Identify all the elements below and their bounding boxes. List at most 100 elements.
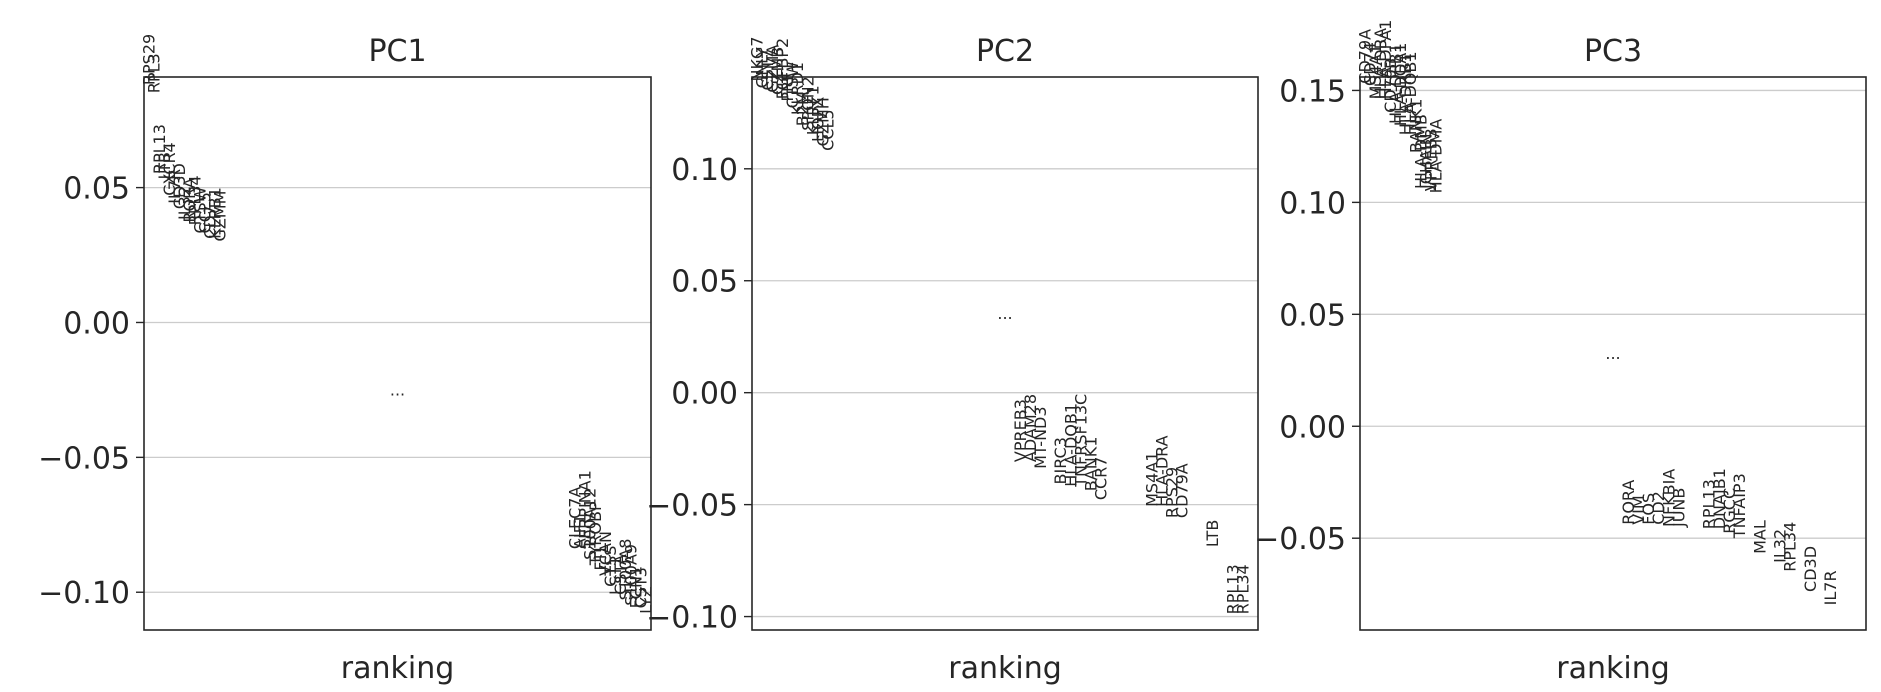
pc3-gene-label: HLA-DMA xyxy=(1427,119,1446,194)
pc3-y-tick-label: −0.05 xyxy=(1254,522,1346,557)
pc2-gene-label: KLRF1 xyxy=(803,85,822,135)
pc2-gene-label: RPS29 xyxy=(1163,467,1182,518)
pc3-gene-label: HLA-DPB1 xyxy=(1386,43,1405,124)
pc3-gene-label: NFKBIA xyxy=(1659,469,1678,527)
pc1-gene-label: FTL xyxy=(591,543,610,571)
pc2-gene-label: PRF1 xyxy=(778,61,797,101)
pc2-gene-label: RPL13 xyxy=(1223,564,1242,614)
pc2-gene-label: GNLY xyxy=(753,47,772,88)
pc2-gene-label: CST7 xyxy=(758,49,777,90)
pc3-gene-label: MS4A1 xyxy=(1366,44,1385,99)
pc3-gene-label: IL32 xyxy=(1771,529,1790,563)
pc3-gene-label: TNFAIP3 xyxy=(1730,473,1749,539)
pc3-plot-frame xyxy=(1359,76,1867,631)
pc1-gene-label: S100A12 xyxy=(581,488,600,560)
pc1-gene-label: AIF1 xyxy=(571,514,590,549)
pc1-gene-label: LST1 xyxy=(606,556,625,595)
pc1-gene-label: CD3D xyxy=(170,163,189,209)
pc2-gene-label: CCR7 xyxy=(1092,457,1111,501)
pc1-gene-label: KLRB1 xyxy=(206,187,225,239)
pc2-gene-label: HLA-DQB1 xyxy=(1061,403,1080,487)
pc2-gene-label: TNFRSF13C xyxy=(1072,394,1091,488)
pc2-gene-label: FGFBP2 xyxy=(773,38,792,100)
pc2-gene-label: ADAM28 xyxy=(1021,394,1040,462)
pc2-y-tick-label: 0.00 xyxy=(671,377,738,412)
pc2-y-tick-label: −0.05 xyxy=(646,489,738,524)
pc3-gene-label: CD2 xyxy=(1649,491,1668,525)
pc3-gene-label: HLA-DRA xyxy=(1371,28,1390,99)
pc1-gene-label: CSTA xyxy=(611,554,630,595)
pc2-y-tick-label: −0.10 xyxy=(646,601,738,636)
pc3-gene-label: CD3D xyxy=(1801,546,1820,592)
pc1-gene-label: CST3 xyxy=(631,567,650,608)
pc2-gene-label: CTSW xyxy=(783,61,802,108)
pc3-gene-label: RPL34 xyxy=(1781,522,1800,572)
pc3-gene-label: HLA-DQA1 xyxy=(1391,43,1410,127)
pc1-gene-label: RORA xyxy=(180,177,199,222)
pc3-ellipsis: ... xyxy=(1605,344,1620,363)
pc1-gene-label: LTB xyxy=(155,152,174,179)
pc2-gene-label: KLRD1 xyxy=(788,62,807,115)
pc3-gene-label: BANK1 xyxy=(1406,99,1425,154)
pc3-gene-label: RGCC xyxy=(1720,488,1739,534)
pc2-gene-label: HLA-DRA xyxy=(1152,435,1171,506)
pc2-y-tick-label: 0.10 xyxy=(671,153,738,188)
pc1-gene-label: CCL5 xyxy=(195,192,214,233)
pc1-y-tick-label: −0.10 xyxy=(38,576,130,611)
pc2-gene-label: B2M xyxy=(793,91,812,126)
pc3-x-axis-label: ranking xyxy=(1556,651,1670,686)
pc1-gene-label: CTSW xyxy=(190,186,209,233)
pc2-gene-label: GZMA xyxy=(763,45,782,93)
pc1-gene-label: CLEC7A xyxy=(566,487,585,550)
pc1-gene-label: CTSS xyxy=(601,546,620,587)
pc3-gene-label: HLA-DRB1 xyxy=(1396,53,1415,135)
pc3-gene-label: RPL13 xyxy=(1700,479,1719,529)
pc3-gene-label: CD79A xyxy=(1356,29,1375,84)
pc3-y-tick-label: 0.15 xyxy=(1279,74,1346,109)
pc1-gene-label: LYZ xyxy=(637,586,656,614)
pc3-gene-label: IL7R xyxy=(1821,570,1840,605)
pc3-gene-label: HLA-DPA1 xyxy=(1376,20,1395,100)
pc1-gene-label: RPL13 xyxy=(150,124,169,174)
pc2-title: PC2 xyxy=(976,34,1034,69)
pc3-gene-label: CD79B xyxy=(1381,58,1400,113)
pc2-gene-label: MS4A1 xyxy=(1142,452,1161,507)
pc2-gene-label: RPL34 xyxy=(1233,564,1252,614)
pc1-gene-label: IL32 xyxy=(175,186,194,220)
pc1-title: PC1 xyxy=(368,34,426,69)
pc3-title: PC3 xyxy=(1584,34,1642,69)
pc1-gene-label: RPL3 xyxy=(145,53,164,93)
pc1-y-tick-label: 0.05 xyxy=(63,172,130,207)
pc2-plot-frame xyxy=(751,76,1259,631)
pc2-gene-label: BANK1 xyxy=(1082,437,1101,492)
pc2-x-axis-label: ranking xyxy=(948,651,1062,686)
pc2-gene-label: GZMB xyxy=(768,47,787,95)
pc3-gene-label: MAL xyxy=(1750,520,1769,554)
pc3-y-tick-label: 0.10 xyxy=(1279,186,1346,221)
pc1-x-axis-label: ranking xyxy=(341,651,455,686)
pc3-gene-label: JCHAIN xyxy=(1416,133,1435,190)
pc2-gene-label: NKG7 xyxy=(748,36,767,81)
pc1-gene-label: TYROBP xyxy=(586,501,605,566)
pc3-gene-label: FOS xyxy=(1639,493,1658,525)
pc1-gene-label: IL7R xyxy=(165,169,184,204)
pc3-gene-label: HLA-DQB1 xyxy=(1401,51,1420,135)
pc3-gene-label: RORA xyxy=(1619,480,1638,525)
pc2-y-tick-label: 0.05 xyxy=(671,265,738,300)
pc3-gene-label: CD74 xyxy=(1361,42,1380,86)
pc1-gene-label: CD7 xyxy=(201,205,220,239)
pc1-ellipsis: ... xyxy=(390,380,405,399)
pc2-gene-label: BIRC3 xyxy=(1051,437,1070,484)
pc2-gene-label: SPON2 xyxy=(798,76,817,131)
pc1-gene-label: S100A8 xyxy=(616,538,635,600)
pc2-gene-label: HOPX xyxy=(808,97,827,142)
pc2-ellipsis: ... xyxy=(997,304,1012,323)
pc2-gene-label: VPREB3 xyxy=(1011,399,1030,462)
pc1-gene-label: S100A9 xyxy=(621,544,640,606)
pc1-gene-label: FCN1 xyxy=(626,566,645,609)
pc3-gene-label: HLA-DMB xyxy=(1411,114,1430,189)
pc1-y-tick-label: 0.00 xyxy=(63,306,130,341)
pc3-gene-label: VIM xyxy=(1629,495,1648,524)
